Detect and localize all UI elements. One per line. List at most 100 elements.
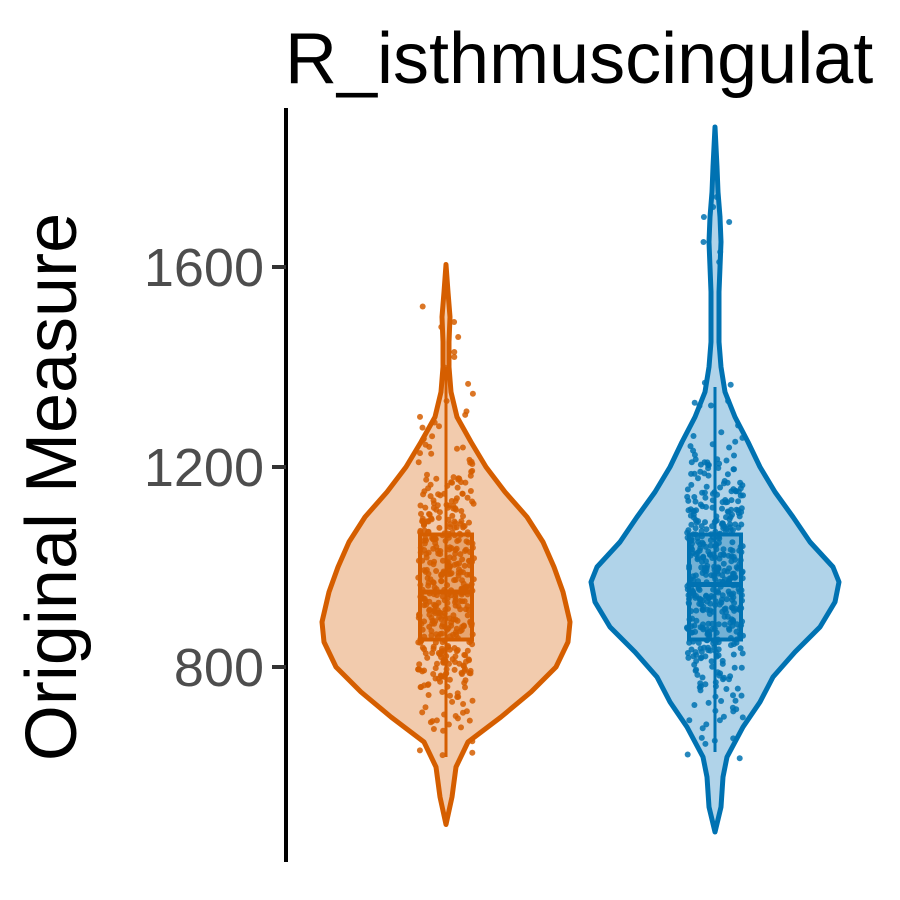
data-point [465, 380, 472, 387]
data-point [469, 498, 476, 505]
data-point [450, 555, 457, 562]
data-point [705, 620, 712, 627]
data-point [716, 259, 723, 265]
data-point [459, 490, 466, 497]
data-point [693, 658, 700, 664]
data-point [454, 484, 461, 491]
data-point [710, 586, 717, 593]
data-point [454, 538, 461, 544]
data-point [736, 513, 743, 520]
data-point [432, 618, 439, 625]
data-point [444, 482, 451, 489]
data-point [429, 650, 436, 656]
data-point [687, 443, 694, 450]
data-point [717, 484, 724, 491]
data-point [437, 548, 444, 554]
data-point [731, 600, 738, 606]
data-point [709, 663, 716, 670]
data-point [712, 554, 719, 561]
data-point [436, 509, 443, 516]
data-point [713, 513, 720, 520]
data-point [421, 527, 428, 534]
data-point [720, 560, 727, 567]
data-point [696, 595, 703, 602]
data-point [463, 408, 470, 415]
data-point [415, 459, 422, 466]
y-tick-label: 1200 [144, 438, 264, 498]
data-point [444, 683, 451, 690]
data-point [431, 584, 438, 591]
data-point [433, 717, 440, 724]
data-point [460, 709, 466, 716]
data-point [717, 249, 724, 255]
data-point [451, 666, 458, 673]
data-point [445, 643, 452, 649]
data-point [456, 475, 463, 482]
data-point [721, 674, 727, 681]
data-point [425, 582, 432, 589]
data-point [445, 516, 452, 523]
data-point [732, 438, 739, 445]
data-point [720, 480, 727, 487]
data-point [709, 504, 716, 511]
data-point [688, 521, 695, 528]
data-point [467, 488, 474, 494]
data-point [721, 523, 728, 530]
data-point [735, 498, 742, 505]
data-point [454, 647, 461, 653]
data-point [735, 488, 742, 495]
data-point [701, 489, 708, 496]
data-point [711, 625, 718, 632]
data-point [695, 475, 701, 482]
data-point [719, 608, 726, 615]
data-point [462, 684, 468, 691]
data-point [704, 606, 711, 613]
data-point [433, 568, 440, 574]
data-point [418, 510, 424, 517]
data-point [738, 505, 745, 512]
data-point [739, 434, 746, 441]
data-point [700, 554, 707, 561]
violin-group-1 [319, 262, 573, 827]
data-point [724, 568, 731, 575]
data-point [730, 570, 737, 577]
data-point [735, 524, 742, 531]
data-point [428, 450, 435, 457]
data-point [692, 572, 699, 579]
violin-group-2 [588, 124, 842, 835]
data-point [448, 479, 455, 486]
data-point [452, 576, 459, 583]
y-tick-label: 1600 [144, 238, 264, 298]
data-point [701, 567, 708, 574]
data-point [693, 652, 700, 658]
data-point [431, 419, 438, 426]
data-point [711, 519, 718, 526]
data-point [454, 445, 460, 452]
data-point [423, 476, 430, 483]
data-point [458, 724, 464, 731]
data-point [726, 444, 733, 451]
data-point [718, 429, 725, 436]
data-point [469, 697, 476, 704]
data-point [728, 558, 735, 565]
data-point [694, 671, 701, 678]
data-point [717, 670, 724, 677]
data-point [440, 569, 447, 576]
data-point [420, 491, 427, 498]
data-point [451, 349, 458, 355]
data-point [436, 614, 443, 621]
data-point [709, 497, 716, 504]
data-point [699, 674, 706, 681]
data-point [436, 423, 442, 430]
data-point [439, 557, 446, 564]
data-point [712, 683, 719, 690]
data-point [460, 513, 466, 520]
data-point [425, 518, 432, 525]
data-point [703, 721, 710, 728]
data-point [452, 653, 459, 660]
data-point [438, 324, 445, 330]
data-point [728, 642, 734, 649]
data-point [425, 485, 432, 492]
data-point [461, 562, 468, 569]
data-point [727, 546, 734, 553]
